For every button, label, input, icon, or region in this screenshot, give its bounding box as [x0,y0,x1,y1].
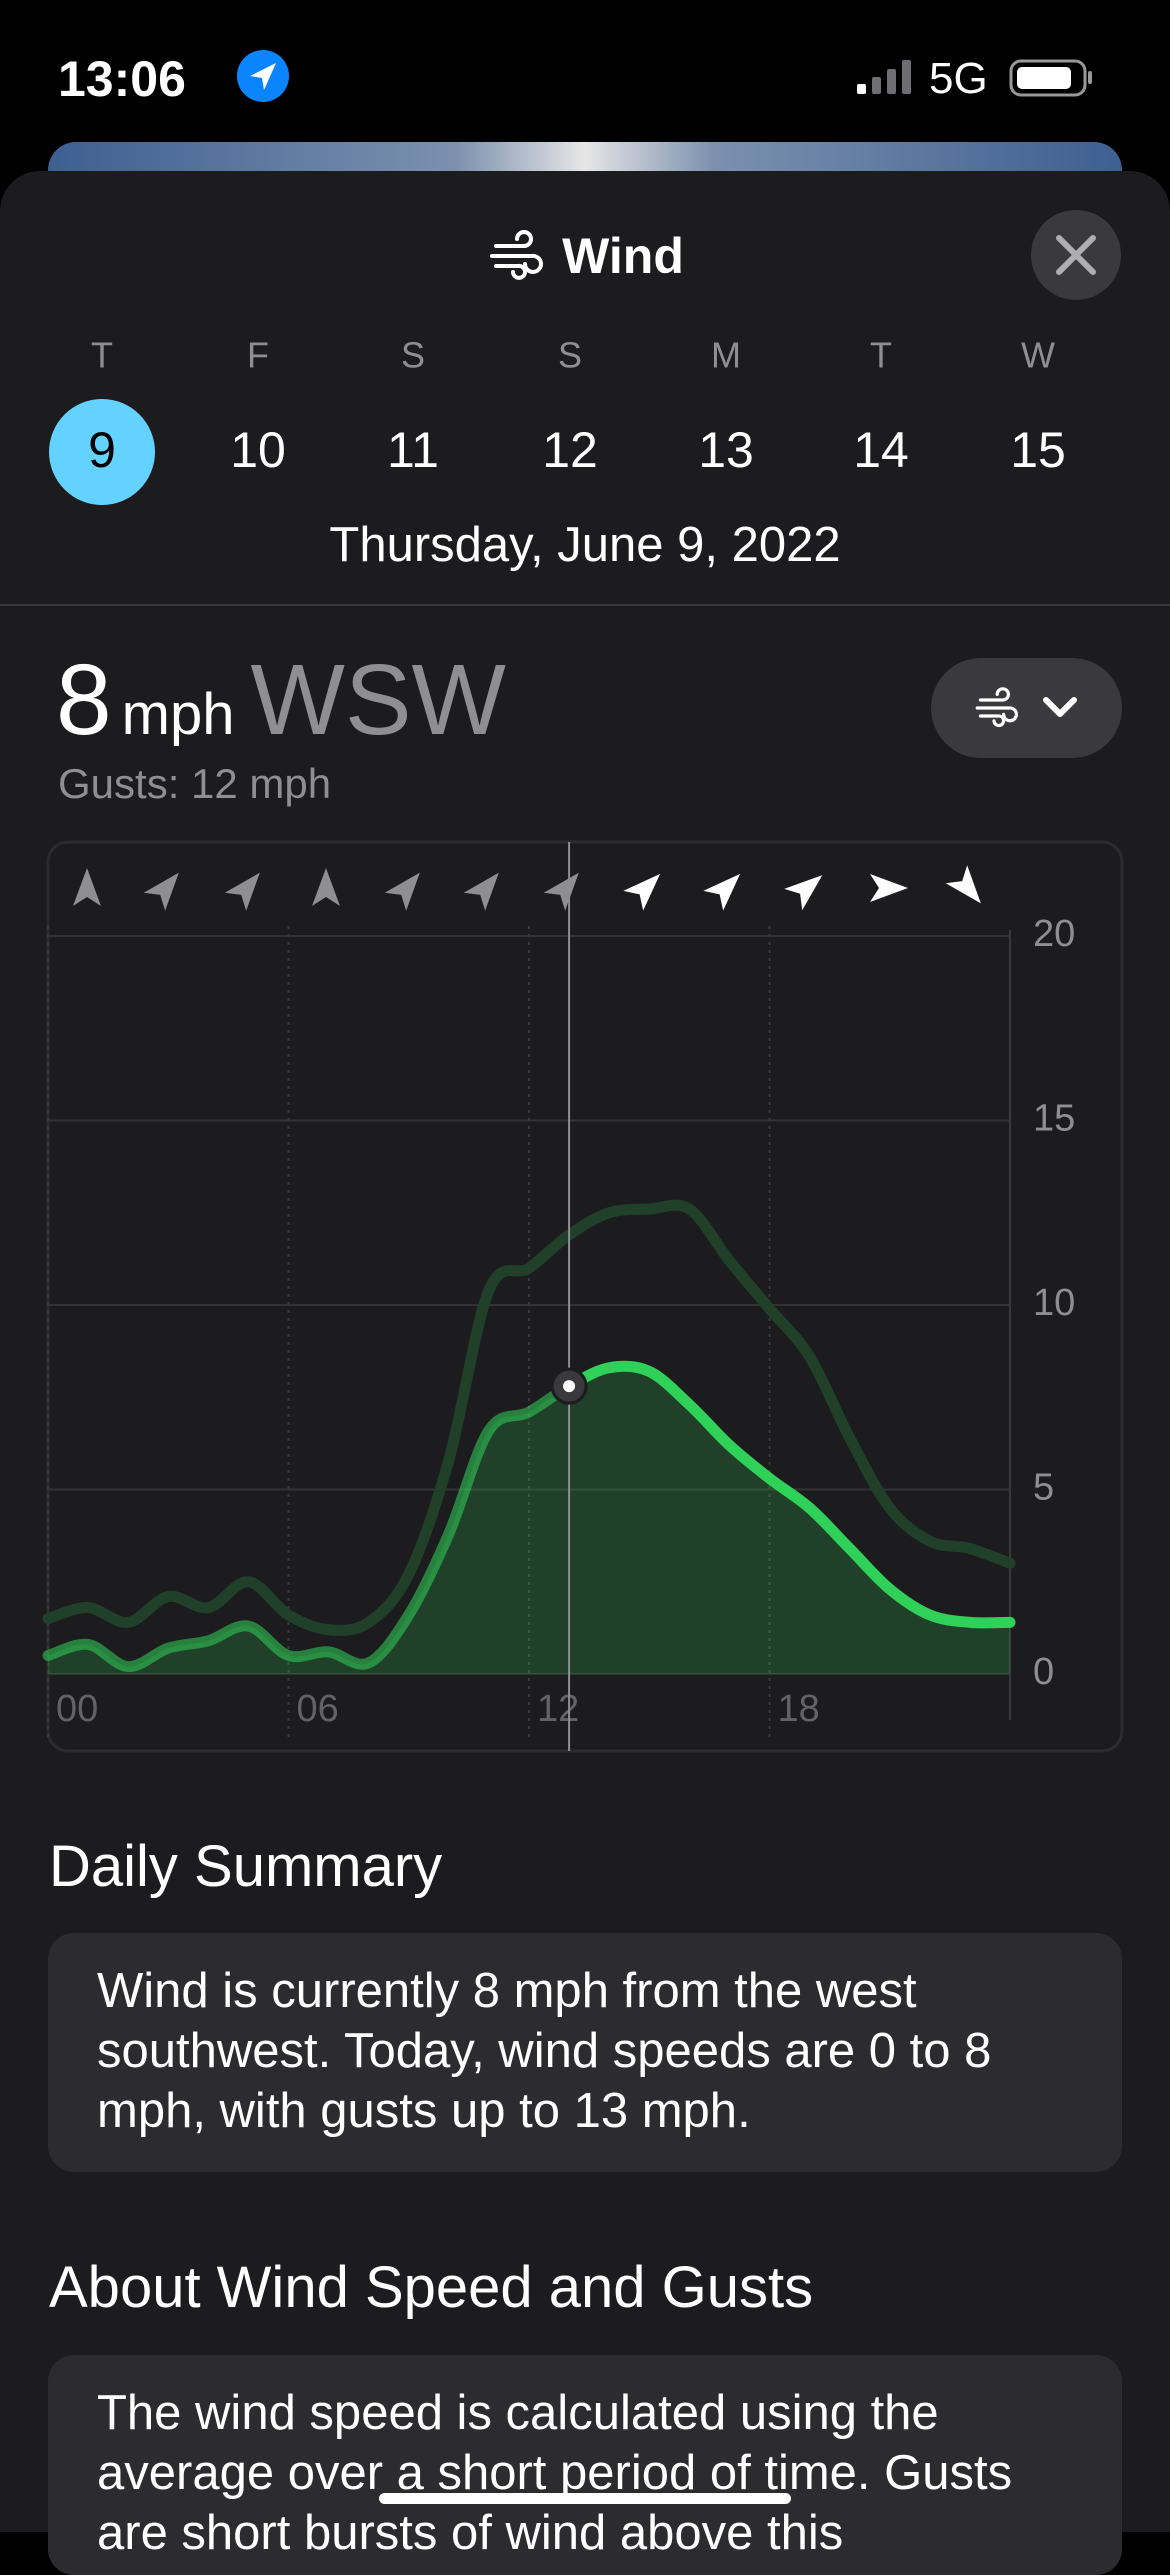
weekday-label: M [711,335,741,376]
current-speed: 8 [56,644,112,756]
day-number: 14 [853,422,909,478]
direction-arrow [945,865,992,913]
direction-arrow [384,863,431,911]
current-reading: 8 mph WSW [56,640,506,790]
chevron [1043,697,1077,717]
weekday-label: T [870,335,892,376]
summary-card: Wind is currently 8 mph from the west so… [48,1933,1122,2172]
x-tick-label: 00 [56,1688,98,1730]
day-number: 9 [88,422,116,478]
wind-icon [490,230,543,280]
x-tick-label: 18 [778,1688,820,1730]
section-title: Daily Summary [49,1834,443,1899]
x-tick-label: 12 [537,1688,579,1730]
section-title: About Wind Speed and Gusts [49,2255,814,2320]
line-series [42,1360,1016,1673]
y-tick-label: 15 [1033,1098,1075,1140]
direction-arrow [143,863,190,911]
weekday-label: S [401,335,425,376]
weekday-label: S [558,335,582,376]
direction-arrow [784,864,832,911]
weekday-label: W [1021,335,1055,376]
direction-arrow [543,863,590,911]
y-tick-label: 0 [1033,1651,1054,1693]
current-gusts: Gusts: 12 mph [58,760,332,807]
home-indicator [379,2493,791,2504]
selected-date: Thursday, June 9, 2022 [329,518,841,572]
direction-arrow [623,863,671,911]
summary-text: Wind is currently 8 mph from the west so… [97,1964,992,2138]
direction-arrow [312,868,340,906]
wind-area [48,1366,1010,1674]
direction-arrows [73,863,992,913]
y-tick-label: 20 [1033,913,1075,955]
day-number: 11 [387,422,439,478]
current-direction: WSW [250,644,506,756]
line-series [42,1199,1016,1636]
day-number: 10 [230,422,286,478]
day-number: 12 [542,422,598,478]
battery-icon [1009,59,1092,97]
current-point-dot [563,1380,576,1393]
sheet-title: Wind [562,228,684,284]
selected-day [49,399,155,505]
x-tick-label: 06 [297,1688,339,1730]
direction-arrow [224,863,271,911]
day-number: 13 [698,422,754,478]
status-time: 13:06 [58,51,186,107]
y-tick-label: 10 [1033,1282,1075,1324]
weekday-label: T [91,335,113,376]
weekday-label: F [247,335,269,376]
direction-arrow [703,863,751,911]
direction-arrow [463,863,510,911]
current-unit: mph [121,682,235,747]
signal-icon [857,60,911,94]
direction-arrow [73,868,101,906]
network-type: 5G [929,54,988,103]
location-arrow [250,63,276,90]
direction-arrow [870,874,908,902]
close-icon [1056,235,1096,275]
y-tick-label: 5 [1033,1467,1054,1509]
day-number: 15 [1010,422,1066,478]
metric-menu-button[interactable] [931,658,1122,758]
